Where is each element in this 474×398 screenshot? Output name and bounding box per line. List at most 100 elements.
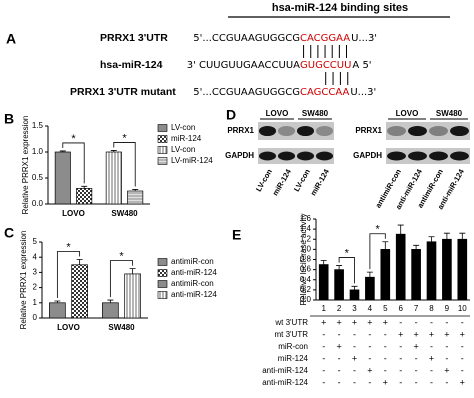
table-cell: + <box>367 317 372 327</box>
sequence: 5'...CCGUAAGUGGCG <box>193 33 300 44</box>
sequence: U...3' <box>351 33 377 44</box>
table-cell: + <box>429 329 434 339</box>
bar <box>76 188 93 205</box>
table-cell: - <box>338 377 341 387</box>
table-cell: - <box>353 341 356 351</box>
x-tick-label: 7 <box>414 304 419 313</box>
error-bar <box>413 244 420 250</box>
error-bar <box>132 189 139 191</box>
binding-header: hsa-miR-124 binding sites <box>272 2 408 14</box>
panel-label: D <box>226 107 236 123</box>
table-cell: - <box>322 365 325 375</box>
significance-label: * <box>122 132 127 144</box>
error-bar <box>320 260 327 265</box>
y-tick-label: 0 <box>33 313 38 322</box>
table-cell: - <box>399 341 402 351</box>
error-bar <box>443 232 450 240</box>
panel-label: E <box>232 227 241 243</box>
y-tick-label: 4 <box>33 252 38 261</box>
error-bar <box>54 300 61 303</box>
table-cell: - <box>368 329 371 339</box>
legend-swatch <box>157 258 168 266</box>
table-cell: + <box>413 329 418 339</box>
x-tick-label: 6 <box>398 304 403 313</box>
y-axis-label: Relative PRRX1 expression <box>19 231 28 330</box>
table-cell: - <box>368 341 371 351</box>
table-cell: - <box>430 341 433 351</box>
panel-label: A <box>6 31 16 47</box>
bar <box>457 238 468 301</box>
legend-swatch <box>157 157 168 165</box>
table-cell: - <box>399 353 402 363</box>
panel-label: B <box>4 111 14 127</box>
blot-band <box>315 125 334 137</box>
x-tick-label: 10 <box>458 304 467 313</box>
legend-label: LV-miR-124 <box>171 156 213 165</box>
bar <box>54 151 71 205</box>
legend-label: LV-con <box>171 123 195 132</box>
y-axis-label: Relative luciferase activity <box>299 213 308 305</box>
table-cell: + <box>336 341 341 351</box>
error-bar <box>382 241 389 250</box>
bar <box>380 249 391 301</box>
cell-line: LOVO <box>396 109 419 118</box>
blot-strip <box>386 148 470 164</box>
legend-label: antimiR-con <box>171 257 214 266</box>
table-cell: - <box>368 377 371 387</box>
y-tick-label: 2 <box>33 283 38 292</box>
sequence: 3' CUUGUUGAACCUUA <box>187 60 300 71</box>
y-tick-label: 0.5 <box>32 173 44 182</box>
cell-line: LOVO <box>266 109 289 118</box>
error-bar <box>336 265 343 270</box>
protein-label: PRRX1 <box>227 126 254 135</box>
x-tick-label: 9 <box>445 304 450 313</box>
blot-band <box>296 125 315 137</box>
significance-bracket <box>62 142 85 184</box>
y-tick-label: 1.5 <box>32 121 44 130</box>
x-tick-label: SW480 <box>108 323 135 332</box>
y-tick-label: 0.0 <box>300 295 312 304</box>
cell-line: SW480 <box>436 109 463 118</box>
blot-band <box>408 151 427 161</box>
table-cell: - <box>384 353 387 363</box>
blot-band <box>258 151 277 161</box>
bar <box>395 233 406 301</box>
panel-label: C <box>4 225 14 241</box>
table-cell: - <box>430 317 433 327</box>
table-cell: - <box>353 329 356 339</box>
lane-label: LV-con <box>254 167 274 193</box>
table-cell: - <box>368 353 371 363</box>
table-cell: + <box>460 329 465 339</box>
significance-bracket <box>338 257 355 284</box>
y-tick-label: 1.4 <box>300 224 312 233</box>
y-tick-label: 1.0 <box>300 244 312 253</box>
y-tick-label: 3 <box>33 268 38 277</box>
table-cell: - <box>415 365 418 375</box>
significance-label: * <box>66 241 71 253</box>
table-cell: + <box>460 377 465 387</box>
legend-swatch <box>157 146 168 154</box>
table-cell: - <box>399 365 402 375</box>
x-tick-label: LOVO <box>62 209 85 218</box>
row-label: PRRX1 3'UTR mutant <box>70 86 176 98</box>
table-cell: - <box>338 329 341 339</box>
x-tick-label: 8 <box>429 304 434 313</box>
table-cell: - <box>461 365 464 375</box>
significance-label: * <box>345 247 350 259</box>
blot-strip <box>258 148 334 164</box>
lane-label: LV-con <box>292 167 312 193</box>
row-label: anti-miR-124 <box>262 366 308 375</box>
y-tick-label: 1.6 <box>300 214 312 223</box>
sequence: A 5' <box>352 60 371 71</box>
error-bar <box>397 224 404 235</box>
blot-band <box>408 125 427 137</box>
blot-band <box>258 125 277 137</box>
table-cell: + <box>383 377 388 387</box>
table-cell: - <box>445 317 448 327</box>
error-bar <box>129 268 136 274</box>
row-label: mt 3'UTR <box>274 330 308 339</box>
row-label: PRRX1 3'UTR <box>100 32 168 44</box>
table-cell: + <box>352 353 357 363</box>
table-cell: + <box>444 365 449 375</box>
sequence: U...3' <box>350 87 376 98</box>
